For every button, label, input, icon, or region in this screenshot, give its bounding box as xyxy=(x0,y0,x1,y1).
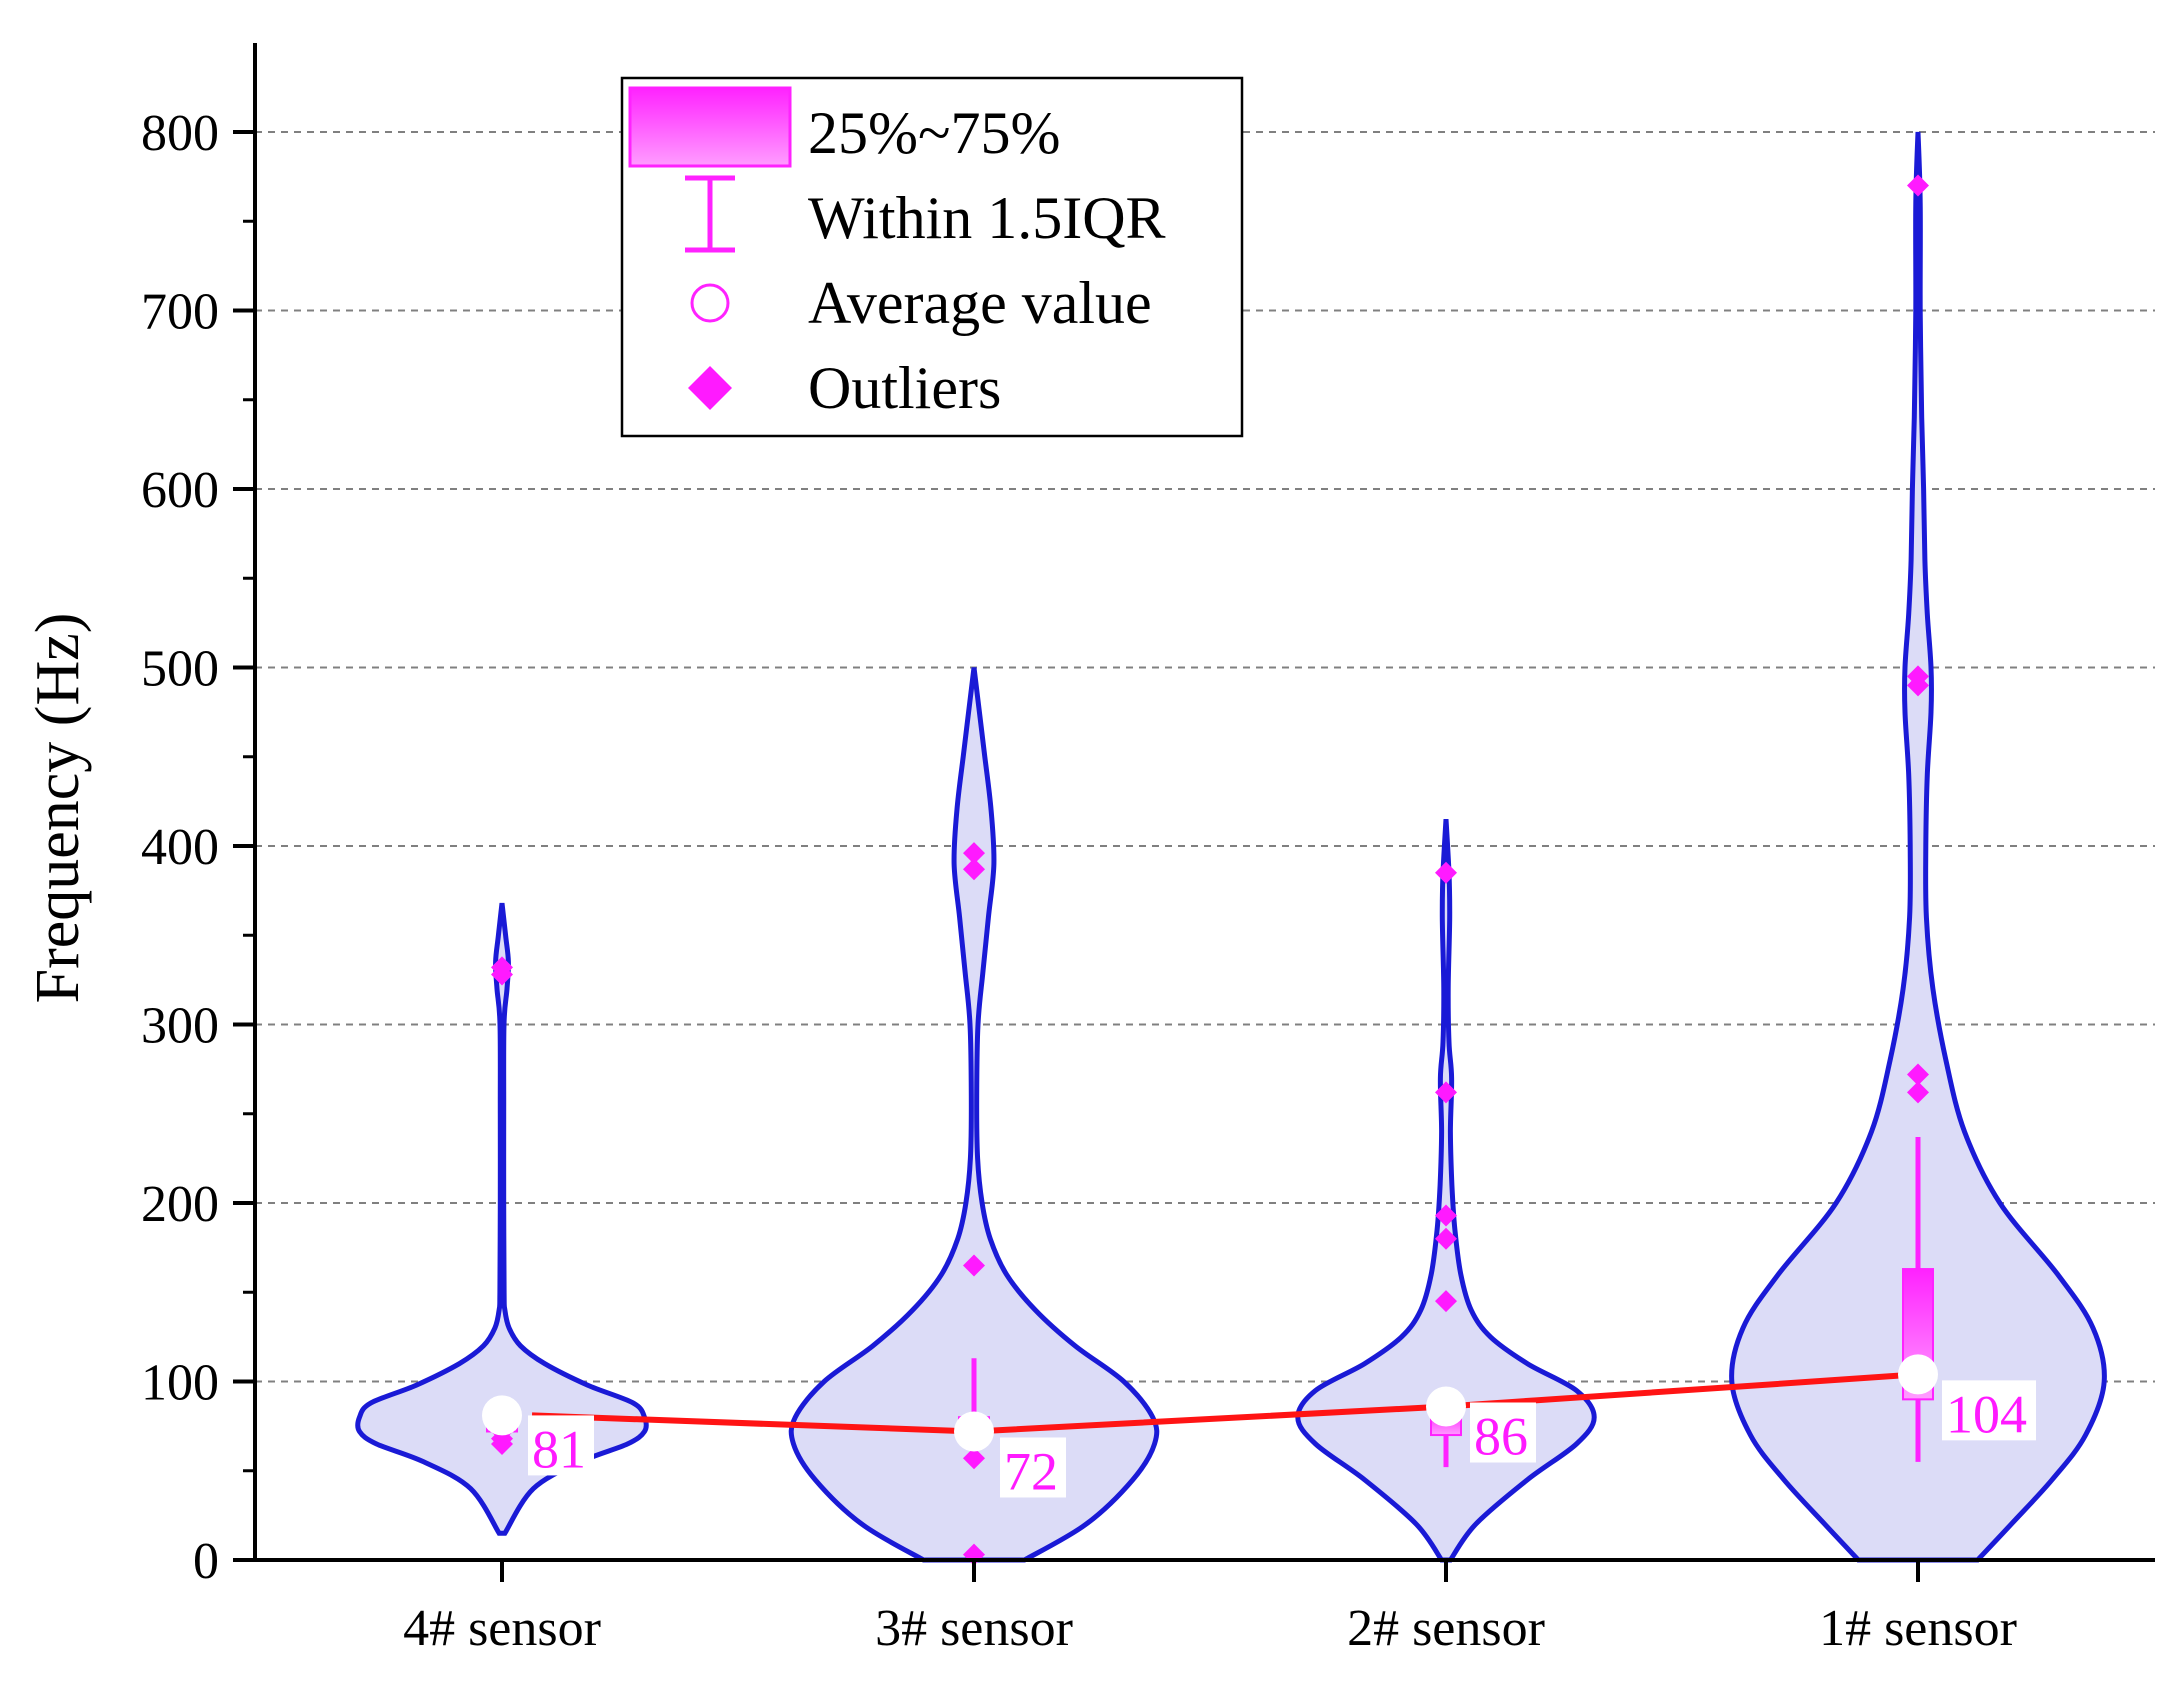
x-tick-label-1: 4# sensor xyxy=(403,1600,601,1657)
y-tick-label-400: 400 xyxy=(141,819,219,876)
legend: 25%~75% Within 1.5IQR Average value Outlier… xyxy=(620,76,1244,438)
y-tick-label-600: 600 xyxy=(141,462,219,519)
legend-diamond-symbol xyxy=(688,366,732,410)
outlier-3-5 xyxy=(1435,861,1457,884)
mean-label-bg-1 xyxy=(528,1415,594,1476)
outlier-4-4 xyxy=(1907,665,1929,688)
mean-label-3: 86 xyxy=(1474,1406,1528,1466)
mean-dot-4 xyxy=(1898,1354,1938,1395)
legend-box-symbol xyxy=(628,86,792,168)
x-tick-label-2: 3# sensor xyxy=(875,1600,1073,1657)
outlier-4-2 xyxy=(1907,1063,1929,1086)
outlier-3-3 xyxy=(1435,1204,1457,1227)
y-axis-title: Frequency (Hz) xyxy=(24,613,92,1004)
mean-label-4: 104 xyxy=(1946,1384,2027,1444)
violin-2 xyxy=(788,667,1160,1563)
mean-label-bg-3 xyxy=(1470,1402,1536,1463)
mean-dot-3 xyxy=(1426,1386,1466,1427)
violin-1 xyxy=(355,902,649,1536)
x-tick-label-3: 2# sensor xyxy=(1347,1600,1545,1657)
legend-label-4: Outliers xyxy=(808,355,1001,421)
x-tick-label-4: 1# sensor xyxy=(1819,1600,2017,1657)
outlier-4-1 xyxy=(1907,1081,1929,1104)
mean-label-bg-4 xyxy=(1942,1380,2036,1441)
y-tick-label-100: 100 xyxy=(141,1355,219,1412)
mean-label-bg-2 xyxy=(1000,1437,1066,1498)
outlier-3-4 xyxy=(1435,1081,1457,1104)
outlier-3-1 xyxy=(1435,1290,1457,1313)
outlier-3-2 xyxy=(1435,1227,1457,1250)
axes: 0 100 200 300 400 500 600 700 800 4# sensor 3# sen… xyxy=(141,43,2155,1657)
mean-label-2: 72 xyxy=(1004,1441,1058,1501)
violin-4 xyxy=(1729,131,2107,1563)
outlier-2-5 xyxy=(963,842,985,865)
y-tick-label-0: 0 xyxy=(193,1533,219,1590)
legend-label-1: 25%~75% xyxy=(808,100,1060,166)
y-tick-label-500: 500 xyxy=(141,641,219,698)
mean-line xyxy=(531,1371,1919,1435)
mean-values: 81 72 86 104 xyxy=(482,1354,2036,1501)
mean-label-1: 81 xyxy=(532,1419,586,1479)
legend-circle-symbol xyxy=(690,283,730,323)
y-tick-label-300: 300 xyxy=(141,998,219,1055)
legend-label-2: Within 1.5IQR xyxy=(808,185,1166,251)
mean-dot-1 xyxy=(482,1395,522,1436)
y-tick-label-200: 200 xyxy=(141,1176,219,1233)
violin-3 xyxy=(1295,819,1597,1563)
outlier-4-5 xyxy=(1907,174,1929,197)
violins xyxy=(355,131,2107,1566)
outlier-1-6 xyxy=(491,956,513,979)
legend-label-3: Average value xyxy=(808,270,1152,336)
y-tick-label-700: 700 xyxy=(141,284,219,341)
outlier-2-4 xyxy=(963,858,985,881)
outlier-2-3 xyxy=(963,1254,985,1277)
mean-dot-2 xyxy=(954,1411,994,1452)
y-tick-label-800: 800 xyxy=(141,105,219,162)
outlier-2-2 xyxy=(963,1447,985,1470)
